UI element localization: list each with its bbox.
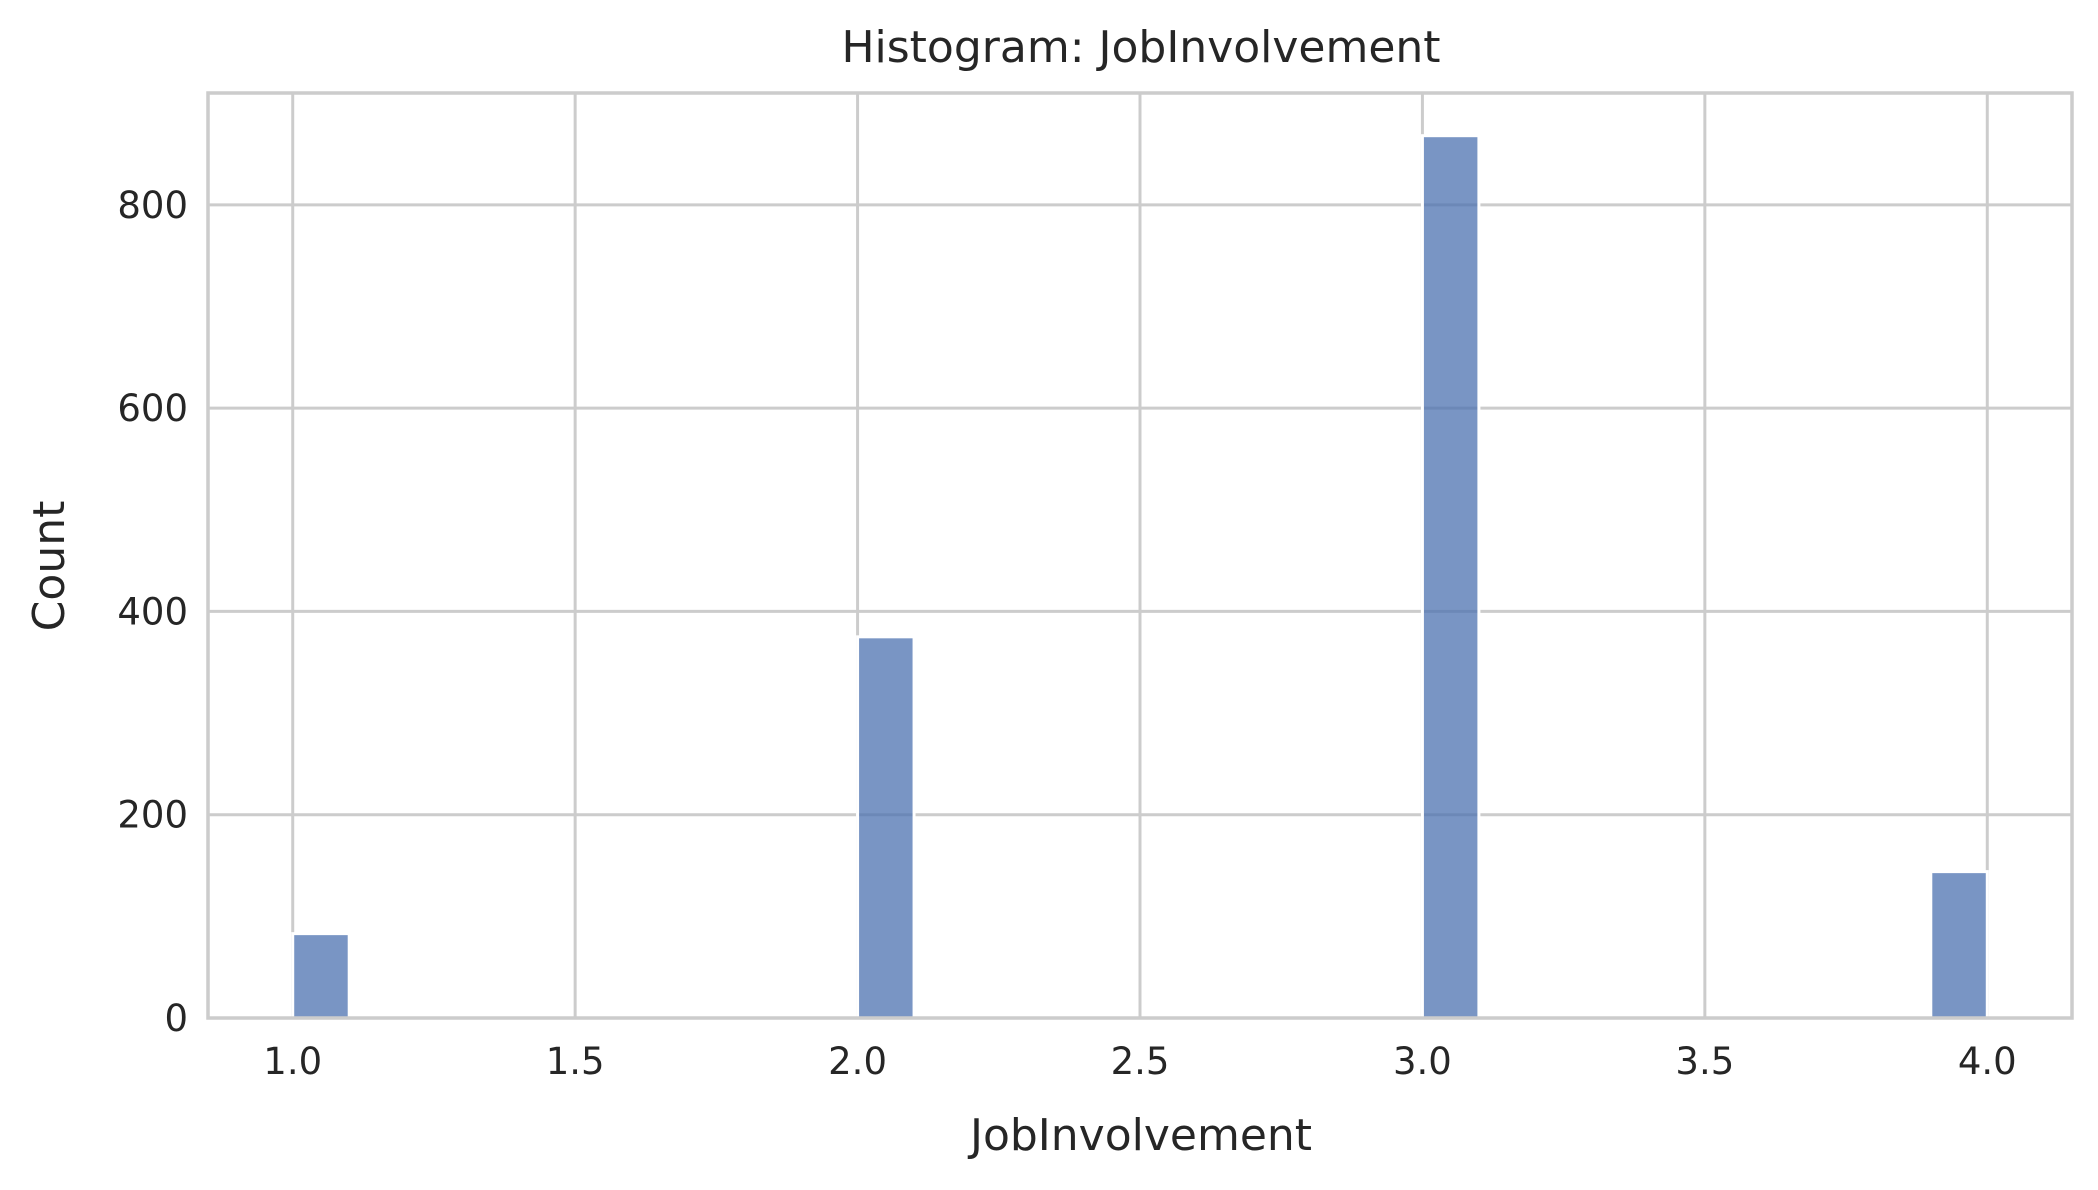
chart-title: Histogram: JobInvolvement xyxy=(841,22,1440,73)
y-axis-title: Count xyxy=(24,501,75,632)
histogram-bar xyxy=(291,932,351,1020)
grid-lines xyxy=(208,93,2072,1020)
histogram-bar xyxy=(856,635,916,1020)
x-tick-label: 4.0 xyxy=(1958,1040,2017,1083)
x-tick-label: 1.5 xyxy=(546,1040,605,1083)
x-tick-label: 3.0 xyxy=(1393,1040,1452,1083)
x-tick-label: 2.0 xyxy=(828,1040,887,1083)
y-tick-label: 0 xyxy=(164,997,188,1040)
plot-frame xyxy=(206,91,2074,1020)
x-axis-title: JobInvolvement xyxy=(967,1110,1312,1161)
axes-frame xyxy=(206,91,2074,1020)
y-tick-label: 800 xyxy=(117,184,188,227)
x-tick-label: 3.5 xyxy=(1675,1040,1734,1083)
histogram-bars xyxy=(291,134,1989,1020)
tick-labels: 1.0 1.5 2.0 2.5 3.0 3.5 4.0 0 200 400 600 800 xyxy=(117,184,2016,1083)
x-tick-label: 1.0 xyxy=(263,1040,322,1083)
y-tick-label: 200 xyxy=(117,794,188,837)
x-tick-label: 2.5 xyxy=(1111,1040,1170,1083)
y-tick-label: 600 xyxy=(117,387,188,430)
y-tick-label: 400 xyxy=(117,590,188,633)
histogram-bar xyxy=(1929,870,1989,1020)
histogram-bar xyxy=(1420,134,1481,1020)
